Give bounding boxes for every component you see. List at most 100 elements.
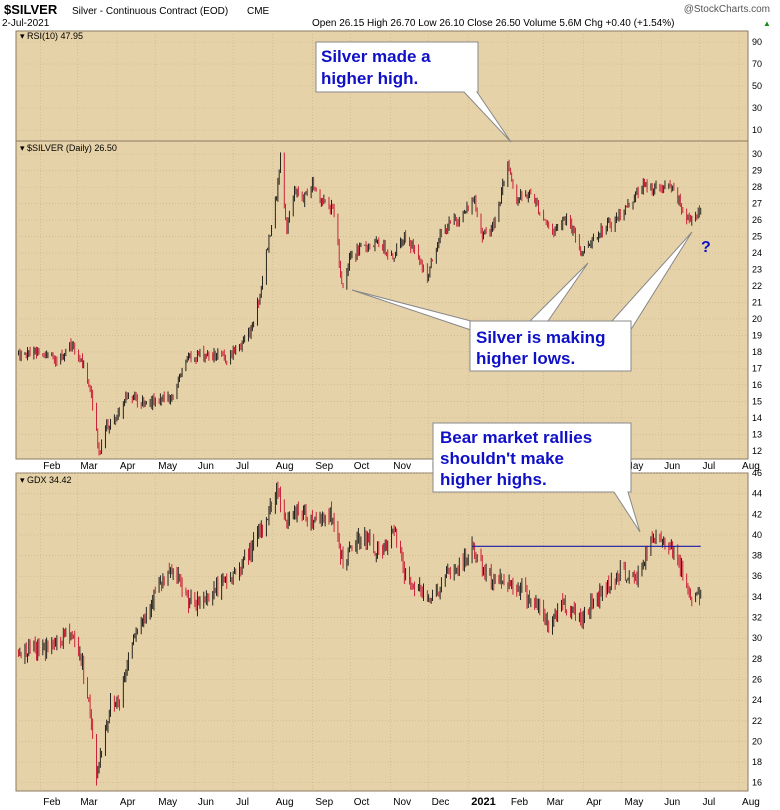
silver-month-label: Jul xyxy=(236,461,249,472)
gdx-tick-label: 32 xyxy=(752,613,762,623)
silver-month-label: May xyxy=(158,461,177,472)
silver-tick-label: 29 xyxy=(752,166,762,176)
silver-month-label: Jun xyxy=(198,461,214,472)
silver-tick-label: 16 xyxy=(752,380,762,390)
gdx-panel xyxy=(15,472,749,792)
silver-tick-label: 21 xyxy=(752,297,762,307)
callout-bear-line3: higher highs. xyxy=(440,470,547,489)
silver-tick-label: 27 xyxy=(752,199,762,209)
gdx-month-label: Oct xyxy=(354,797,370,808)
silver-tick-label: 22 xyxy=(752,281,762,291)
callout-bear-line1: Bear market rallies xyxy=(440,428,592,447)
silver-month-label: Aug xyxy=(742,461,760,472)
gdx-month-label: Mar xyxy=(80,797,98,808)
callout-higher-high: Silver made a higher high. xyxy=(315,41,512,143)
silver-tick-label: 25 xyxy=(752,232,762,242)
callout-higher-lows-line1: Silver is making xyxy=(476,328,605,347)
callout-bear-line2: shouldn't make xyxy=(440,449,564,468)
gdx-month-label: Jul xyxy=(236,797,249,808)
gdx-label: ▾ GDX 34.42 xyxy=(20,475,72,485)
silver-month-label: May xyxy=(625,461,644,472)
gdx-month-label: Feb xyxy=(43,797,61,808)
gdx-month-label: 2021 xyxy=(471,796,495,808)
gdx-month-label: May xyxy=(625,797,644,808)
silver-price-bars xyxy=(18,152,702,456)
silver-tick-label: 14 xyxy=(752,413,762,423)
gdx-tick-label: 16 xyxy=(752,778,762,788)
gdx-tick-label: 30 xyxy=(752,633,762,643)
callout-higher-high-line2: higher high. xyxy=(321,69,418,88)
gdx-month-label: Mar xyxy=(547,797,565,808)
exchange-label: CME xyxy=(247,6,270,17)
gdx-tick-label: 36 xyxy=(752,571,762,581)
gdx-tick-label: 38 xyxy=(752,551,762,561)
gdx-month-label: Jun xyxy=(198,797,214,808)
gdx-month-label: Dec xyxy=(432,797,450,808)
quote-line: Open 26.15 High 26.70 Low 26.10 Close 26… xyxy=(312,18,674,29)
gdx-y-axis: 16 18 20 22 24 26 28 30 32 34 36 38 40 42 44 46 xyxy=(752,468,762,788)
silver-tick-label: 15 xyxy=(752,396,762,406)
gdx-month-label: Feb xyxy=(511,797,529,808)
gdx-tick-label: 26 xyxy=(752,674,762,684)
symbol-description: Silver - Continuous Contract (EOD) xyxy=(72,6,228,17)
gdx-month-label: Aug xyxy=(276,797,294,808)
silver-tick-label: 24 xyxy=(752,248,762,258)
gdx-month-label: Nov xyxy=(393,797,411,808)
rsi-label: ▾ RSI(10) 47.95 xyxy=(20,31,83,41)
silver-month-label: Apr xyxy=(120,461,136,472)
silver-month-label: Feb xyxy=(43,461,61,472)
gdx-tick-label: 46 xyxy=(752,468,762,478)
silver-month-label: Sep xyxy=(315,461,333,472)
silver-tick-label: 28 xyxy=(752,182,762,192)
silver-month-label: Jul xyxy=(702,461,715,472)
symbol-title: $SILVER xyxy=(4,2,58,17)
gdx-tick-label: 28 xyxy=(752,654,762,664)
gdx-month-label: Jul xyxy=(702,797,715,808)
callout-bear-rallies: Bear market rallies shouldn't make highe… xyxy=(432,422,641,533)
rsi-tick-label: 90 xyxy=(752,37,762,47)
silver-month-label: Jun xyxy=(664,461,680,472)
gdx-month-label: Jun xyxy=(664,797,680,808)
silver-tick-label: 30 xyxy=(752,149,762,159)
silver-tick-label: 26 xyxy=(752,215,762,225)
rsi-tick-label: 50 xyxy=(752,81,762,91)
gdx-month-label: Apr xyxy=(586,797,602,808)
question-mark: ? xyxy=(701,239,711,256)
gdx-grid xyxy=(16,472,748,791)
gdx-tick-label: 34 xyxy=(752,592,762,602)
gdx-tick-label: 40 xyxy=(752,530,762,540)
silver-month-label: Mar xyxy=(80,461,98,472)
silver-tick-label: 18 xyxy=(752,347,762,357)
gdx-tick-label: 22 xyxy=(752,716,762,726)
callout-higher-lows-line2: higher lows. xyxy=(476,349,575,368)
quote-date: 2-Jul-2021 xyxy=(2,18,50,29)
silver-month-label: Nov xyxy=(393,461,411,472)
gdx-month-label: Apr xyxy=(120,797,136,808)
gdx-month-label: Aug xyxy=(742,797,760,808)
gdx-price-bars xyxy=(18,481,702,786)
silver-month-label: Oct xyxy=(354,461,370,472)
gdx-tick-label: 42 xyxy=(752,509,762,519)
gdx-tick-label: 44 xyxy=(752,489,762,499)
gdx-month-label: Sep xyxy=(315,797,333,808)
gdx-tick-label: 20 xyxy=(752,736,762,746)
silver-label: ▾ $SILVER (Daily) 26.50 xyxy=(20,143,117,153)
silver-tick-label: 20 xyxy=(752,314,762,324)
silver-y-axis: 12 13 14 15 16 17 18 19 20 21 22 23 24 25 26 27 28 29 30 xyxy=(752,149,762,456)
silver-tick-label: 12 xyxy=(752,446,762,456)
rsi-tick-label: 30 xyxy=(752,103,762,113)
silver-x-axis: FebMarAprMayJunJulAugSepOctNovDecMayJunJ… xyxy=(43,461,760,472)
watermark: @StockCharts.com xyxy=(684,4,770,15)
silver-tick-label: 19 xyxy=(752,330,762,340)
rsi-tick-label: 70 xyxy=(752,59,762,69)
silver-tick-label: 13 xyxy=(752,429,762,439)
rsi-tick-label: 10 xyxy=(752,125,762,135)
silver-tick-label: 23 xyxy=(752,265,762,275)
silver-tick-label: 17 xyxy=(752,363,762,373)
callout-higher-lows: Silver is making higher lows. xyxy=(351,231,693,372)
gdx-x-axis: Feb Mar Apr May Jun Jul Aug Sep Oct Nov Dec 2021 Feb… xyxy=(43,796,760,808)
silver-month-label: Aug xyxy=(276,461,294,472)
rsi-y-axis: 10 30 50 70 90 xyxy=(752,37,762,135)
callout-higher-high-line1: Silver made a xyxy=(321,47,431,66)
gdx-tick-label: 24 xyxy=(752,695,762,705)
